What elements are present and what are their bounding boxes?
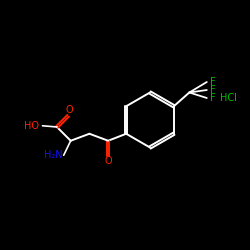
Text: F: F	[210, 93, 215, 103]
Text: O: O	[66, 105, 73, 115]
Text: HCl: HCl	[220, 93, 236, 103]
Text: H₂N: H₂N	[44, 150, 62, 160]
Text: F: F	[210, 85, 215, 95]
Text: O: O	[104, 156, 112, 166]
Text: HO: HO	[24, 121, 40, 131]
Text: F: F	[210, 77, 215, 87]
